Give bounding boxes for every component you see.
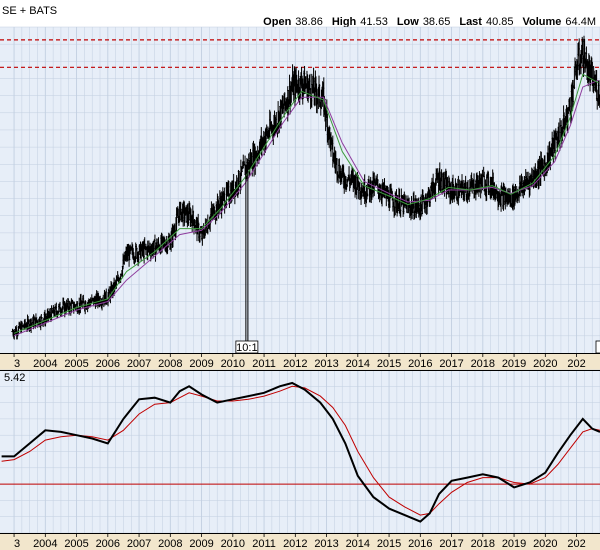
x-tick-label: 2009: [189, 538, 213, 550]
x-tick-label: 2009: [189, 358, 213, 370]
dashed-level-lines: [0, 39, 600, 68]
x-tick-label: 2019: [502, 538, 526, 550]
quote-label: Last: [459, 16, 482, 28]
x-tick-label: 2004: [33, 538, 57, 550]
quote-value: 38.65: [423, 16, 451, 28]
moving-average-fast: [13, 73, 599, 334]
x-tick-label: 2005: [64, 358, 88, 370]
x-tick-label: 2012: [283, 358, 307, 370]
x-tick-label: 2008: [158, 358, 182, 370]
x-tick-label: 2006: [96, 538, 120, 550]
moving-average-slow: [13, 79, 599, 337]
x-tick-label: 2017: [439, 538, 463, 550]
x-axis-bottom: 3 2004 2005 2006 2007 2008 2009 2010 2011 2012 201…: [13, 534, 586, 550]
x-tick-label: 2013: [314, 538, 338, 550]
x-tick-label: 2016: [408, 358, 432, 370]
split-marker: 10:1: [235, 170, 259, 354]
x-tick-label: 2011: [252, 358, 276, 370]
x-tick-label: 2007: [127, 538, 151, 550]
x-tick-label: 202: [567, 538, 585, 550]
x-tick-label: 2018: [471, 358, 495, 370]
x-tick-label: 2020: [533, 358, 557, 370]
split-label: 10:1: [236, 342, 257, 354]
x-tick-label: 2018: [471, 538, 495, 550]
x-tick-label: 2016: [408, 538, 432, 550]
quote-value: 41.53: [360, 16, 388, 28]
quote-value: 38.86: [295, 16, 323, 28]
x-tick-label: 2011: [252, 538, 276, 550]
x-tick-label: 2014: [346, 538, 370, 550]
price-bars: [11, 35, 600, 340]
quote-label: Volume: [523, 16, 562, 28]
x-tick-label: 3: [14, 538, 20, 550]
x-tick-label: 2020: [533, 538, 557, 550]
quote-label: Low: [397, 16, 419, 28]
indicator-main-line: [1, 381, 600, 523]
x-tick-label: 3: [14, 358, 20, 370]
x-tick-label: 2008: [158, 538, 182, 550]
x-tick-label: 2004: [33, 358, 57, 370]
indicator-panel-grid: [0, 369, 600, 534]
x-tick-label: 2015: [377, 538, 401, 550]
x-tick-label: 2006: [96, 358, 120, 370]
quote-label: High: [332, 16, 357, 28]
indicator-value: 5.42: [4, 372, 25, 384]
x-tick-label: 2010: [221, 358, 245, 370]
x-tick-label: 202: [567, 358, 585, 370]
x-tick-label: 2013: [314, 358, 338, 370]
x-axis-top: 3 2004 2005 2006 2007 2008 2009 2010 2011 2012 201…: [13, 354, 586, 370]
chart-symbol-title: SE + BATS: [2, 5, 57, 17]
x-tick-label: 2005: [64, 538, 88, 550]
x-axis-bottom-band: [0, 534, 600, 550]
x-tick-label: 2014: [346, 358, 370, 370]
x-tick-label: 2012: [283, 538, 307, 550]
x-tick-label: 2010: [221, 538, 245, 550]
x-tick-label: 2019: [502, 358, 526, 370]
quote-value: 64.4M: [565, 16, 596, 28]
quote-label: Open: [263, 16, 291, 28]
x-tick-label: 2007: [127, 358, 151, 370]
x-tick-label: 2017: [439, 358, 463, 370]
price-panel-grid: [0, 26, 600, 353]
x-tick-label: 2015: [377, 358, 401, 370]
x-axis-top-band: [0, 354, 600, 370]
quote-value: 40.85: [486, 16, 514, 28]
edge-marker: [595, 340, 600, 354]
